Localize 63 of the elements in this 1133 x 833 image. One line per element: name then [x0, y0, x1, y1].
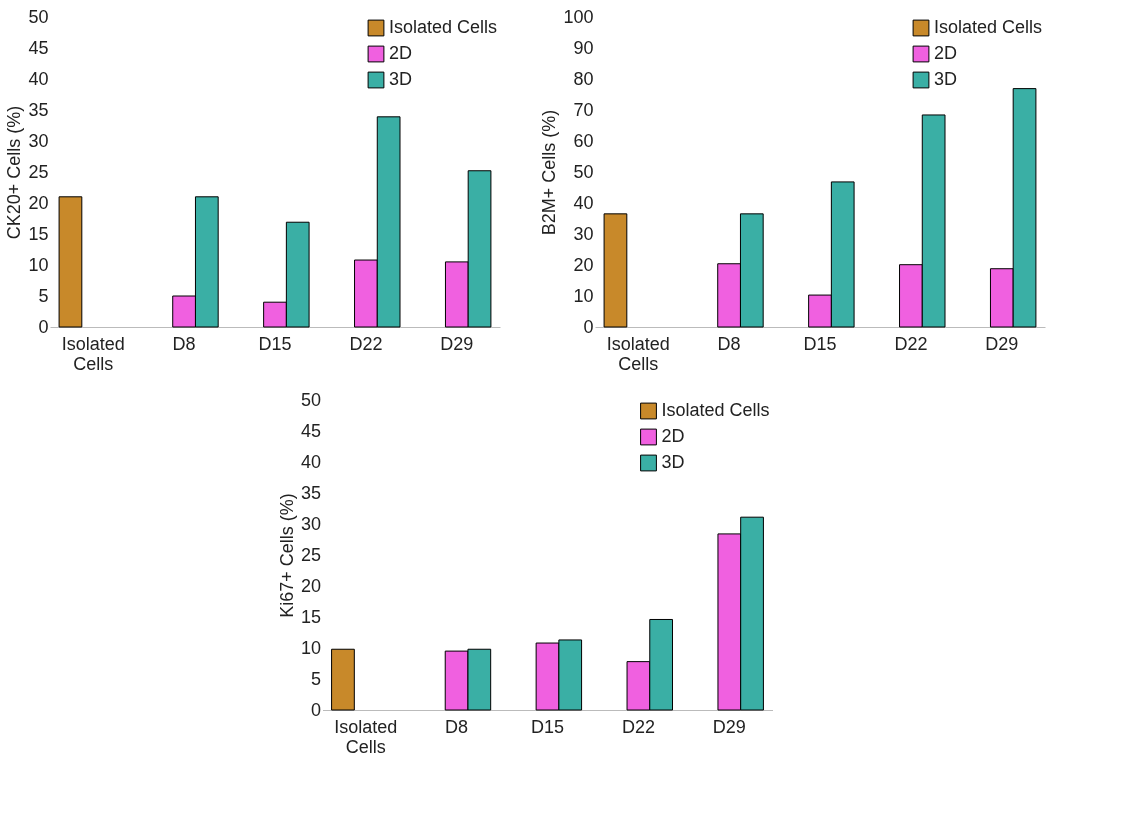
legend-label: 2D [661, 426, 685, 446]
x-tick-label: D15 [530, 716, 565, 737]
y-axis-title: B2M+ Cells (%) [539, 109, 560, 236]
bar [58, 196, 83, 328]
bar [603, 213, 628, 328]
y-tick-label: 10 [300, 637, 321, 658]
y-tick-label: 40 [300, 451, 321, 472]
y-tick-label: 25 [300, 544, 321, 565]
y-tick-label: 5 [38, 285, 49, 306]
y-tick-label: 10 [28, 254, 49, 275]
y-tick-label: 100 [563, 6, 594, 27]
x-tick-label: D8 [717, 333, 741, 354]
y-tick-label: 0 [583, 316, 594, 337]
y-tick-label: 60 [573, 130, 594, 151]
y-tick-label: 50 [28, 6, 49, 27]
y-tick-label: 25 [28, 161, 49, 182]
legend-label: 2D [934, 43, 958, 63]
y-tick-label: 40 [573, 192, 594, 213]
x-tick-label: Isolated Cells [334, 716, 398, 757]
y-tick-label: 20 [28, 192, 49, 213]
y-tick-label: 10 [573, 285, 594, 306]
y-tick-label: 45 [28, 37, 49, 58]
legend-label: 3D [661, 452, 685, 472]
x-tick-label: D22 [621, 716, 655, 737]
y-tick-label: 70 [573, 99, 594, 120]
x-tick-label: Isolated Cells [61, 333, 125, 374]
y-tick-label: 0 [38, 316, 49, 337]
y-tick-label: 30 [573, 223, 594, 244]
y-tick-label: 35 [300, 482, 321, 503]
x-tick-label: D15 [258, 333, 292, 354]
x-tick-label: D15 [803, 333, 837, 354]
legend-label: 2D [389, 43, 413, 63]
x-tick-label: D29 [440, 333, 474, 354]
y-tick-label: 0 [310, 699, 321, 720]
y-tick-label: 5 [310, 668, 321, 689]
x-tick-label: D29 [712, 716, 746, 737]
legend-label: Isolated Cells [661, 400, 770, 420]
y-tick-label: 40 [28, 68, 49, 89]
x-tick-label: D8 [445, 716, 469, 737]
legend-label: Isolated Cells [389, 17, 498, 37]
x-tick-label: D22 [349, 333, 383, 354]
y-tick-label: 90 [573, 37, 594, 58]
y-axis-title: Ki67+ Cells (%) [276, 493, 297, 618]
x-tick-label: Isolated Cells [606, 333, 670, 374]
y-axis-title: CK20+ Cells (%) [4, 105, 25, 240]
legend-label: 3D [389, 69, 413, 89]
legend-label: Isolated Cells [934, 17, 1043, 37]
y-tick-label: 80 [573, 68, 594, 89]
y-tick-label: 50 [573, 161, 594, 182]
y-tick-label: 30 [28, 130, 49, 151]
y-tick-label: 20 [300, 575, 321, 596]
y-tick-label: 45 [300, 420, 321, 441]
legend-label: 3D [934, 69, 958, 89]
y-tick-label: 15 [300, 606, 321, 627]
y-tick-label: 35 [28, 99, 49, 120]
y-tick-label: 15 [28, 223, 49, 244]
x-tick-label: D8 [172, 333, 196, 354]
y-tick-label: 50 [300, 389, 321, 410]
y-tick-label: 20 [573, 254, 594, 275]
x-tick-label: D22 [894, 333, 928, 354]
y-tick-label: 30 [300, 513, 321, 534]
x-tick-label: D29 [985, 333, 1019, 354]
bar [331, 648, 355, 711]
